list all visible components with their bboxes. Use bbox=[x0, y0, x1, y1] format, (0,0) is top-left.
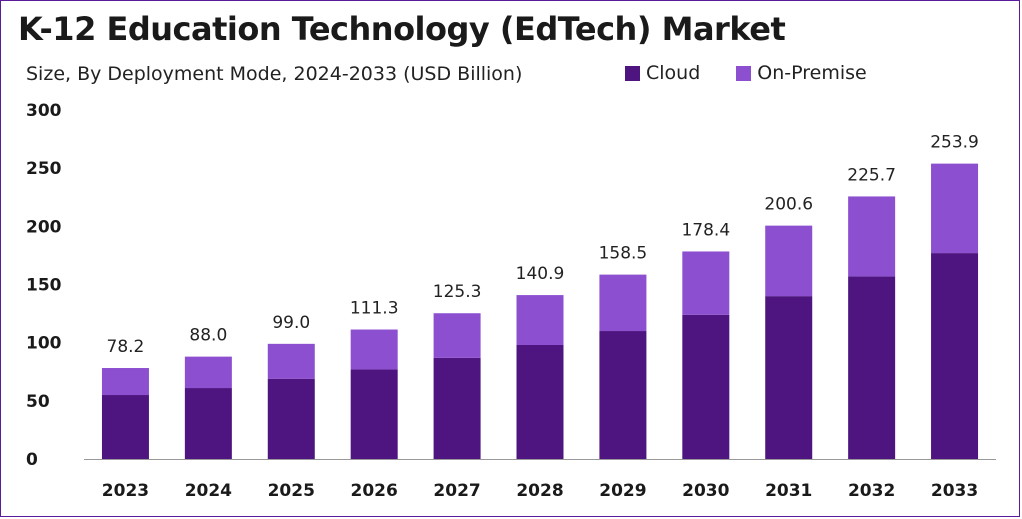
bar-cloud bbox=[931, 253, 979, 459]
legend-label-on-premise: On-Premise bbox=[757, 62, 867, 84]
bar-cloud bbox=[101, 395, 149, 459]
data-label-total: 178.4 bbox=[681, 220, 730, 240]
bar-on-premise bbox=[682, 251, 730, 315]
bar-cloud bbox=[848, 276, 896, 459]
legend-swatch-on-premise bbox=[736, 65, 752, 81]
y-tick-label: 0 bbox=[26, 450, 38, 470]
data-label-total: 111.3 bbox=[350, 299, 399, 319]
chart-title: K-12 Education Technology (EdTech) Marke… bbox=[18, 10, 786, 48]
data-label-total: 140.9 bbox=[516, 264, 565, 284]
data-label-total: 99.0 bbox=[272, 313, 310, 333]
legend-item-on-premise: On-Premise bbox=[736, 62, 867, 84]
legend-swatch-cloud bbox=[625, 65, 640, 81]
bar-on-premise bbox=[516, 295, 564, 345]
bar-on-premise bbox=[101, 368, 149, 396]
y-tick-label: 250 bbox=[26, 159, 62, 179]
bar-cloud bbox=[184, 388, 232, 459]
data-label-total: 78.2 bbox=[107, 337, 145, 357]
x-tick-label: 2023 bbox=[102, 481, 149, 501]
legend: Cloud On-Premise bbox=[625, 62, 903, 84]
legend-label-cloud: Cloud bbox=[646, 62, 701, 84]
x-tick-label: 2024 bbox=[185, 481, 232, 501]
y-tick-label: 150 bbox=[26, 276, 62, 296]
bar-cloud bbox=[267, 378, 315, 459]
data-label-total: 253.9 bbox=[930, 133, 979, 153]
y-tick-label: 200 bbox=[26, 217, 62, 237]
bar-on-premise bbox=[931, 163, 979, 254]
bar-on-premise bbox=[184, 356, 232, 389]
chart-subtitle: Size, By Deployment Mode, 2024-2033 (USD… bbox=[26, 63, 523, 85]
bar-on-premise bbox=[433, 313, 481, 358]
bar-cloud bbox=[350, 369, 398, 459]
legend-item-cloud: Cloud bbox=[625, 62, 700, 84]
x-tick-label: 2030 bbox=[682, 481, 729, 501]
data-label-total: 225.7 bbox=[847, 165, 896, 185]
x-tick-label: 2026 bbox=[351, 481, 398, 501]
y-tick-label: 100 bbox=[26, 334, 62, 354]
data-label-total: 88.0 bbox=[189, 326, 227, 346]
bar-on-premise bbox=[599, 274, 647, 332]
bar-cloud bbox=[682, 314, 730, 459]
data-label-total: 158.5 bbox=[599, 244, 648, 264]
bar-cloud bbox=[599, 331, 647, 459]
x-tick-label: 2028 bbox=[516, 481, 563, 501]
bar-cloud bbox=[765, 296, 813, 459]
bar-cloud bbox=[433, 357, 481, 459]
x-tick-label: 2029 bbox=[599, 481, 646, 501]
y-tick-label: 300 bbox=[26, 101, 62, 121]
bar-on-premise bbox=[765, 225, 813, 297]
x-tick-label: 2025 bbox=[268, 481, 315, 501]
x-tick-label: 2032 bbox=[848, 481, 895, 501]
bar-cloud bbox=[516, 344, 564, 459]
bar-on-premise bbox=[350, 329, 398, 370]
y-tick-label: 50 bbox=[26, 392, 50, 412]
data-label-total: 125.3 bbox=[433, 282, 482, 302]
bar-on-premise bbox=[267, 343, 315, 379]
data-label-total: 200.6 bbox=[764, 195, 813, 215]
x-tick-label: 2033 bbox=[931, 481, 978, 501]
x-tick-label: 2031 bbox=[765, 481, 812, 501]
x-tick-label: 2027 bbox=[433, 481, 480, 501]
bar-on-premise bbox=[848, 196, 896, 277]
